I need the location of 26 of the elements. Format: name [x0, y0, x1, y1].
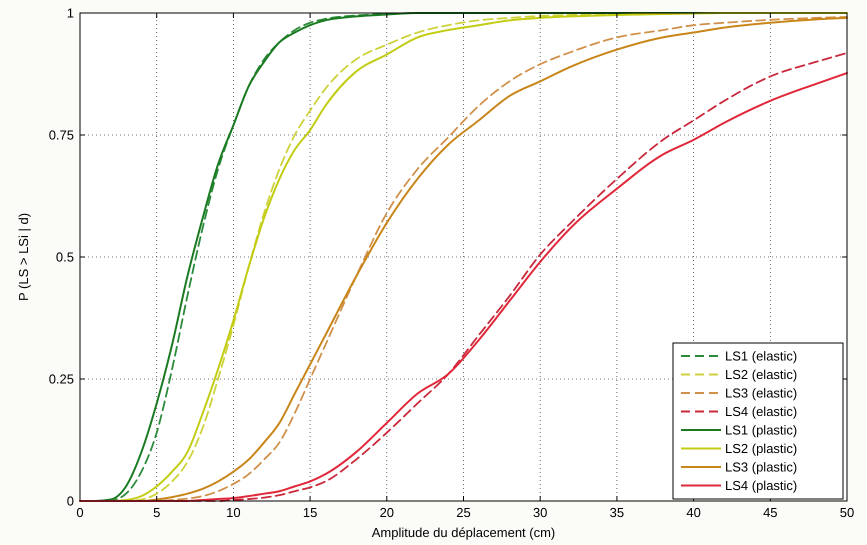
legend-label: LS4 (plastic): [725, 478, 798, 494]
legend-label: LS1 (plastic): [725, 422, 798, 438]
x-tick-label: 45: [763, 505, 778, 520]
legend-label: LS3 (elastic): [725, 386, 798, 401]
x-tick-label: 10: [226, 505, 241, 520]
x-tick-label: 5: [153, 505, 160, 520]
legend-label: LS2 (elastic): [725, 367, 798, 382]
x-tick-label: 35: [610, 505, 624, 520]
x-tick-label: 40: [686, 505, 701, 520]
x-tick-label: 0: [76, 505, 84, 520]
x-tick-label: 20: [380, 505, 394, 520]
legend-label: LS2 (plastic): [725, 441, 798, 456]
y-tick-label: 0.75: [48, 128, 74, 143]
legend-label: LS1 (elastic): [725, 348, 798, 364]
y-tick-label: 1: [66, 6, 74, 21]
y-axis-title: P (LS > LSi | d): [16, 212, 31, 302]
x-tick-label: 15: [302, 505, 318, 520]
x-tick-label: 30: [532, 505, 548, 520]
x-axis-title: Amplitude du déplacement (cm): [372, 525, 556, 540]
legend-label: LS3 (plastic): [725, 460, 798, 475]
y-tick-label: 0.25: [48, 372, 74, 387]
x-tick-label: 50: [840, 505, 854, 520]
y-tick-label: 0: [66, 494, 74, 509]
legend-label: LS4 (elastic): [725, 404, 798, 420]
y-tick-label: 0.5: [56, 250, 74, 265]
x-tick-label: 25: [456, 505, 471, 520]
